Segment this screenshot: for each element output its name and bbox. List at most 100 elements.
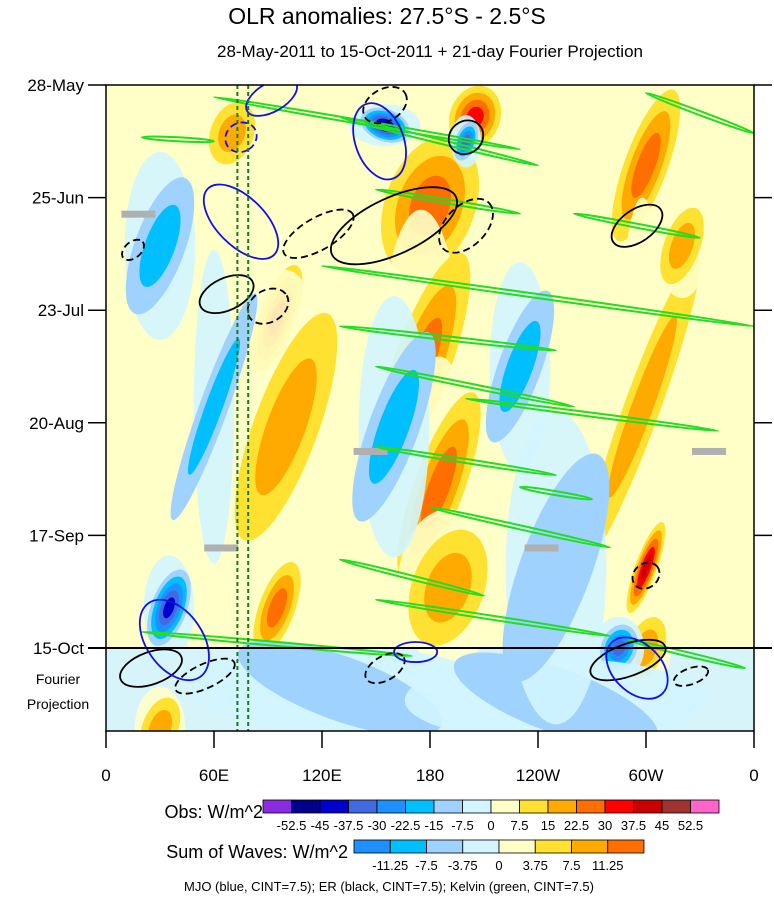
colorbar-swatch — [389, 839, 427, 854]
er-contour — [610, 203, 664, 248]
colorbar-swatch — [607, 839, 645, 854]
y-tick-label: 20-Aug — [29, 414, 84, 433]
colorbar-tick-label: 45 — [655, 818, 669, 833]
anomaly-blob — [266, 588, 288, 628]
mjo-contour — [138, 598, 210, 682]
missing-data-box — [121, 210, 156, 218]
y-tick-label: 23-Jul — [38, 301, 84, 320]
colorbar-tick-label: 0 — [487, 818, 494, 833]
kelvin-contour — [374, 598, 612, 638]
er-contour — [282, 208, 355, 259]
kelvin-contour — [338, 558, 486, 597]
colorbar-swatch — [426, 839, 464, 854]
er-contour — [631, 561, 661, 590]
colorbar-swatch — [519, 799, 549, 814]
anomaly-blob — [631, 132, 661, 198]
colorbar-tick-label: -3.75 — [448, 858, 478, 873]
colorbar-swatch — [576, 799, 606, 814]
colorbar-swatch — [604, 799, 634, 814]
colorbar-swatch — [319, 799, 349, 814]
kelvin-contour — [518, 485, 594, 501]
wave-contours — [119, 85, 754, 731]
colorbar-tick-label: -37.5 — [334, 818, 364, 833]
y-tick-label: 28-May — [27, 76, 84, 95]
colorbar-tick-label: -52.5 — [277, 818, 307, 833]
colorbar-tick-label: 52.5 — [678, 818, 703, 833]
chart-title: OLR anomalies: 27.5°S - 2.5°S — [228, 3, 546, 29]
kelvin-contour — [140, 135, 216, 144]
kelvin-contour — [320, 264, 754, 328]
colorbar-swatch — [462, 839, 500, 854]
colorbar-swatch — [498, 839, 536, 854]
er-contour — [447, 119, 485, 156]
projection-label-2: Projection — [27, 696, 89, 712]
kelvin-contour — [464, 397, 720, 432]
anomaly-blob — [607, 315, 677, 498]
chart-subtitle: 28-May-2011 to 15-Oct-2011 + 21-day Four… — [217, 42, 643, 61]
waves-colorbar: -11.25 -7.5 -3.75 0 3.75 7.5 11.25 — [353, 839, 645, 873]
kelvin-contour — [374, 365, 576, 408]
anomaly-blob — [139, 204, 181, 287]
colorbar-swatch — [262, 799, 292, 814]
colorbar-swatch — [490, 799, 520, 814]
x-tick-label: 120E — [302, 766, 342, 785]
mjo-contour — [605, 636, 669, 700]
er-contour — [672, 665, 710, 687]
er-contour — [119, 648, 183, 688]
obs-colorbar: -52.5 -45 -37.5 -30 -22.5 -15 -7.5 0 7.5 15 22.5 30… — [262, 799, 720, 833]
colorbar-tick-label: 22.5 — [564, 818, 589, 833]
x-tick-label: 0 — [101, 766, 110, 785]
kelvin-contour — [572, 212, 702, 239]
colorbar-swatch — [661, 799, 691, 814]
colorbar-tick-label: 30 — [598, 818, 612, 833]
colorbar-tick-label: 7.5 — [562, 858, 580, 873]
colorbar-tick-label: -30 — [368, 818, 387, 833]
colorbar-swatch — [376, 799, 406, 814]
colorbar-tick-label: 3.75 — [523, 858, 548, 873]
waves-colorbar-label: Sum of Waves: W/m^2 — [166, 842, 348, 862]
er-contour — [121, 238, 145, 261]
y-tick-label: 17-Sep — [29, 526, 84, 545]
kelvin-contour — [428, 506, 612, 549]
x-tick-label: 120W — [516, 766, 560, 785]
er-contour — [329, 186, 459, 266]
x-tick-label: 0 — [749, 766, 758, 785]
colorbar-swatch — [405, 799, 435, 814]
colorbar-swatch — [534, 839, 572, 854]
er-contour — [364, 652, 406, 685]
y-tick-label: 15-Oct — [33, 639, 84, 658]
anomaly-blob — [499, 320, 541, 413]
missing-data-box — [524, 544, 559, 552]
x-tick-label: 180 — [416, 766, 444, 785]
kelvin-contour — [338, 325, 558, 352]
colorbar-swatch — [547, 799, 577, 814]
colorbar-tick-label: 0 — [495, 858, 502, 873]
mjo-contour — [245, 85, 298, 117]
colorbar-swatch — [353, 839, 391, 854]
kelvin-contour — [140, 630, 414, 658]
colorbar-swatch — [690, 799, 720, 814]
colorbar-swatch — [462, 799, 492, 814]
x-tick-label: 60E — [199, 766, 229, 785]
er-contour — [438, 197, 494, 254]
colorbar-tick-label: -15 — [425, 818, 444, 833]
anomaly-blob — [255, 358, 317, 496]
kelvin-contour — [626, 638, 747, 670]
colorbar-tick-label: -22.5 — [391, 818, 421, 833]
colorbar-tick-label: -11.25 — [372, 858, 408, 873]
colorbar-tick-label: -7.5 — [415, 858, 437, 873]
colorbar-tick-label: -45 — [311, 818, 330, 833]
colorbar-tick-label: 15 — [541, 818, 555, 833]
er-contour — [198, 274, 255, 315]
projection-label-1: Fourier — [36, 671, 81, 687]
anomaly-blob — [640, 555, 652, 580]
y-tick-label: 25-Jun — [32, 189, 84, 208]
anomaly-blob — [147, 709, 173, 731]
kelvin-contour — [374, 445, 558, 477]
colorbar-swatch — [633, 799, 663, 814]
obs-colorbar-label: Obs: W/m^2 — [165, 802, 263, 822]
anomaly-blob — [237, 640, 443, 731]
colorbar-tick-label: 37.5 — [621, 818, 646, 833]
